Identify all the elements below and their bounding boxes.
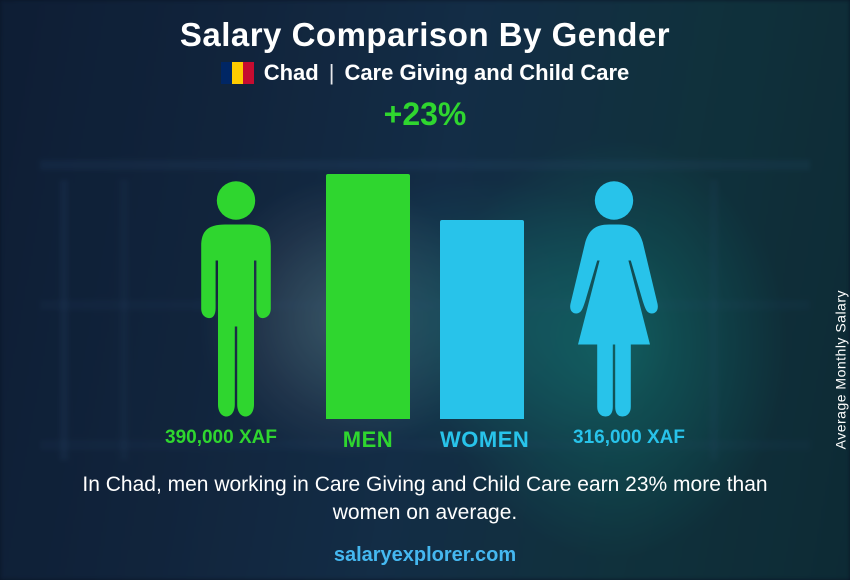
flag-stripe-2	[232, 62, 243, 84]
female-icon	[554, 174, 674, 419]
men-label: MEN	[326, 427, 410, 453]
women-label: WOMEN	[440, 427, 524, 453]
separator: |	[329, 60, 335, 86]
male-icon	[176, 174, 296, 419]
caption-text: In Chad, men working in Care Giving and …	[50, 471, 800, 528]
source-link: salaryexplorer.com	[0, 544, 850, 567]
chart-area	[0, 139, 850, 419]
page-title: Salary Comparison By Gender	[0, 0, 850, 54]
flag-stripe-1	[221, 62, 232, 84]
labels-row: 390,000 XAF MEN WOMEN 316,000 XAF	[0, 427, 850, 453]
infographic: Salary Comparison By Gender Chad | Care …	[0, 0, 850, 580]
subtitle-row: Chad | Care Giving and Child Care	[0, 60, 850, 86]
sector-label: Care Giving and Child Care	[344, 60, 629, 86]
male-figure-col	[176, 174, 296, 419]
women-bar	[440, 220, 524, 419]
country-label: Chad	[264, 60, 319, 86]
flag-icon	[221, 62, 254, 84]
men-bar-col	[326, 174, 410, 419]
women-bar-col	[440, 220, 524, 419]
flag-stripe-3	[243, 62, 254, 84]
female-figure-col	[554, 174, 674, 419]
men-bar	[326, 174, 410, 419]
difference-badge: +23%	[0, 96, 850, 133]
men-salary: 390,000 XAF	[146, 427, 296, 453]
y-axis-label: Average Monthly Salary	[832, 290, 848, 449]
women-salary: 316,000 XAF	[554, 427, 704, 453]
